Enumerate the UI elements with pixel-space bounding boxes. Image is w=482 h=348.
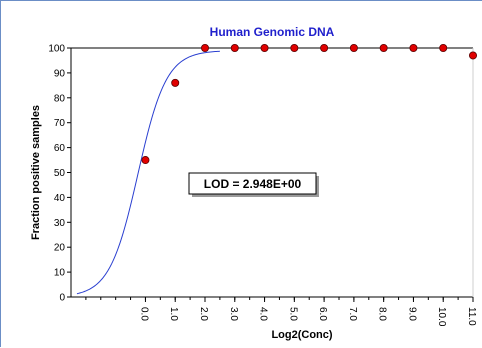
data-point — [439, 44, 448, 53]
data-points — [141, 44, 477, 165]
data-point — [200, 44, 209, 53]
plot-border — [71, 47, 474, 297]
y-tick-label: 30 — [54, 218, 66, 229]
x-tick-label: 3.0 — [228, 307, 239, 321]
y-tick-label: 70 — [54, 118, 66, 129]
annotation-box — [188, 172, 317, 195]
y-tick-label: 100 — [48, 44, 65, 55]
lod-annotation: LOD = 2.948E+00 — [188, 172, 319, 197]
y-tick-label: 20 — [54, 243, 66, 254]
data-point — [260, 44, 269, 53]
x-tick-label: 5.0 — [287, 307, 298, 321]
data-point — [409, 44, 418, 53]
annotation-text: LOD = 2.948E+00 — [204, 177, 302, 191]
x-tick-label: 6.0 — [317, 307, 328, 321]
x-tick-label: 2.0 — [198, 307, 209, 321]
data-point — [379, 44, 388, 53]
y-tick-label: 50 — [54, 168, 66, 179]
fit-curve — [76, 50, 220, 295]
x-axis-title: Log2(Conc) — [271, 329, 332, 341]
x-tick-label: 11.0 — [466, 307, 477, 326]
x-tick-label: 8.0 — [377, 307, 388, 321]
y-tick-label: 40 — [54, 193, 66, 204]
x-axis: 0.0 1.0 2.0 3.0 4.0 5.0 6.0 7.0 8.0 9.0 10.0 11.0 — [71, 296, 477, 327]
x-tick-label: 1.0 — [168, 307, 179, 321]
x-tick-label: 10.0 — [436, 307, 447, 327]
y-tick-label: 10 — [54, 268, 66, 279]
y-tick-label: 90 — [54, 68, 66, 79]
x-tick-label: 4.0 — [258, 307, 269, 321]
data-point — [320, 44, 329, 53]
y-tick-label: 60 — [54, 143, 66, 154]
y-tick-label: 0 — [59, 293, 65, 304]
x-tick-label: 0.0 — [138, 307, 149, 321]
data-point — [141, 156, 150, 165]
y-tick-label: 80 — [54, 93, 66, 104]
x-tick-label: 9.0 — [406, 307, 417, 321]
x-tick-label: 7.0 — [347, 307, 358, 321]
data-point — [349, 44, 358, 53]
y-axis: 0 10 20 30 40 50 60 70 80 90 100 — [48, 44, 72, 304]
data-point — [290, 44, 299, 53]
data-point — [468, 51, 477, 60]
data-point — [171, 78, 180, 87]
data-point — [230, 44, 239, 53]
y-axis-title: Fraction positive samples — [30, 105, 42, 240]
chart-title: Human Genomic DNA — [210, 25, 335, 39]
